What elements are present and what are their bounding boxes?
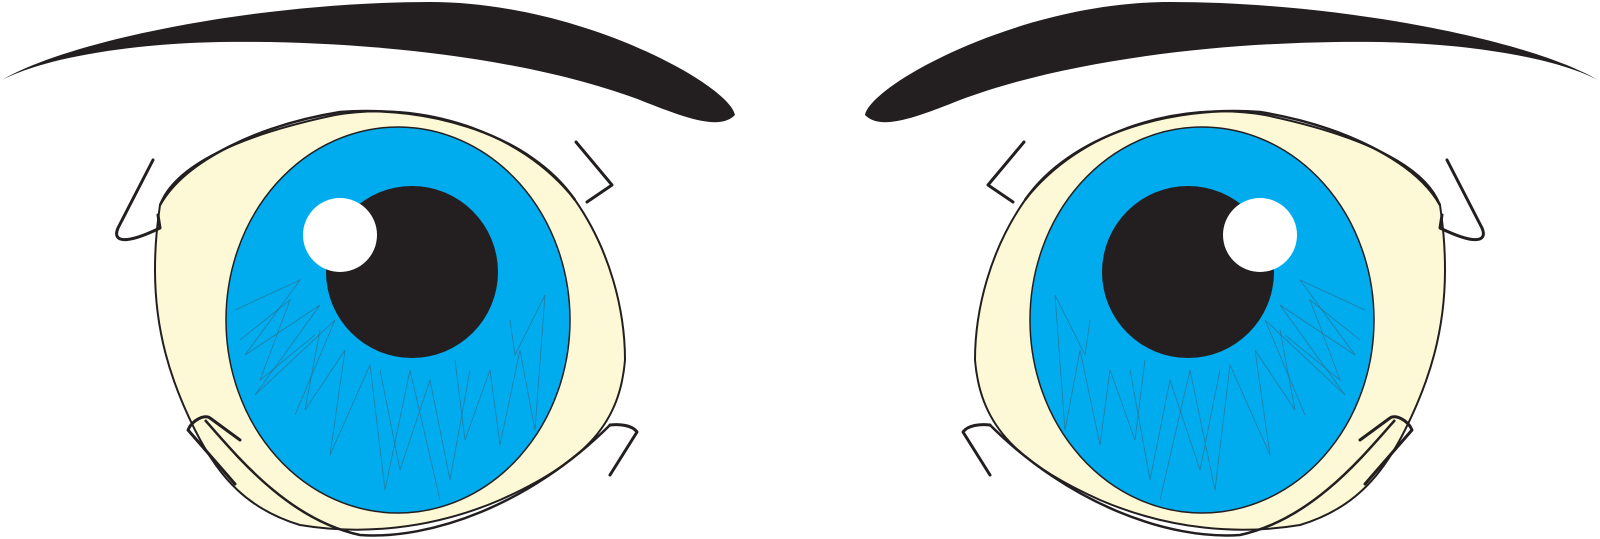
left-eyebrow [2, 2, 735, 123]
right-eyebrow [865, 2, 1598, 123]
right-eye [865, 2, 1598, 537]
left-eye [2, 2, 735, 537]
eye-icon [115, 109, 639, 537]
eye-icon [961, 109, 1485, 537]
